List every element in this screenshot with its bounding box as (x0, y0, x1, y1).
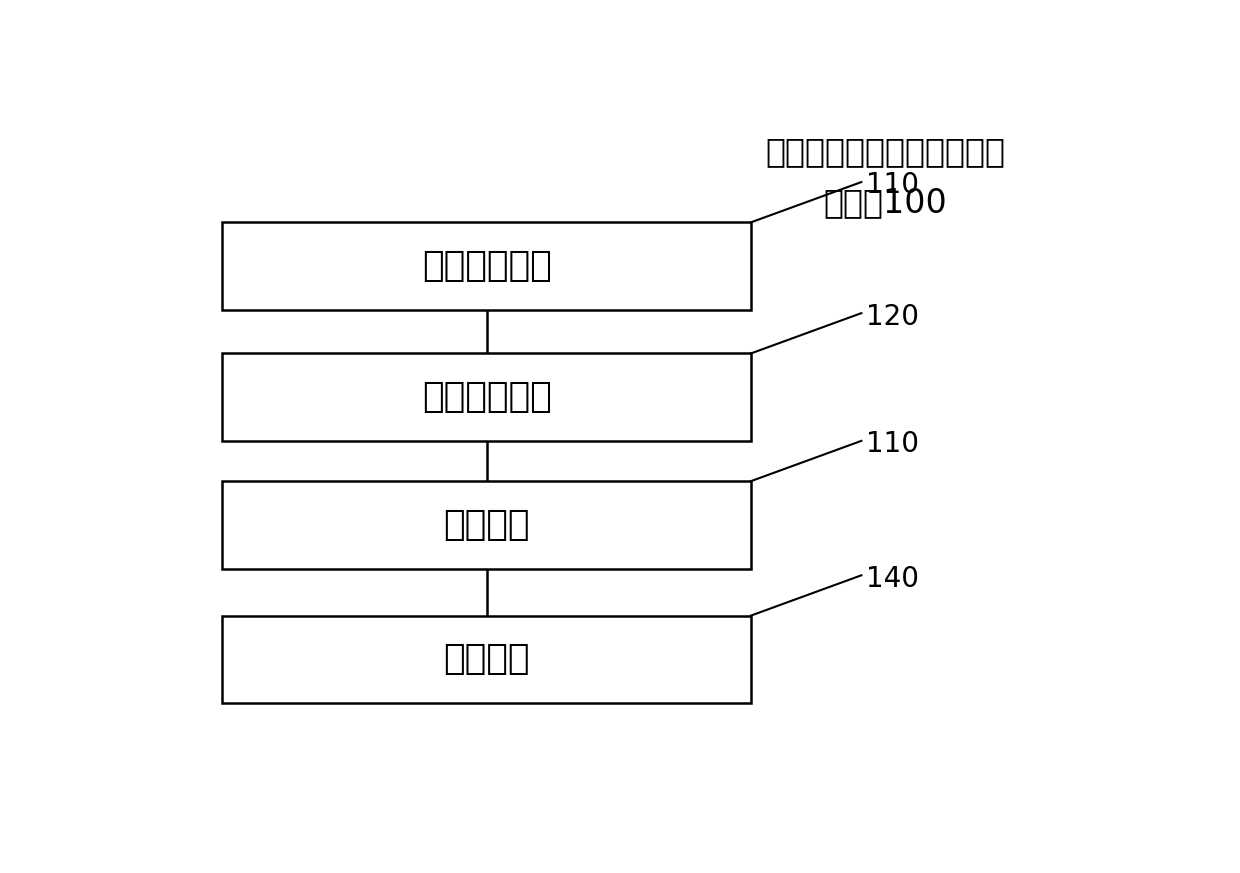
Bar (222, 223, 751, 310)
Bar (222, 615, 751, 703)
Text: 110: 110 (867, 171, 919, 199)
Text: 识别模块: 识别模块 (443, 508, 529, 542)
Bar (222, 481, 751, 568)
Text: 播放控制模块: 播放控制模块 (422, 249, 552, 283)
Text: 确定模块: 确定模块 (443, 643, 529, 677)
Bar (222, 354, 751, 441)
Text: 140: 140 (867, 565, 919, 593)
Text: 120: 120 (867, 303, 919, 331)
Text: 采集控制模块: 采集控制模块 (422, 380, 552, 414)
Text: 110: 110 (867, 430, 919, 458)
Text: 定装置100: 定装置100 (823, 186, 947, 219)
Text: 蓝牙设备声音延迟时长的确: 蓝牙设备声音延迟时长的确 (765, 135, 1006, 168)
